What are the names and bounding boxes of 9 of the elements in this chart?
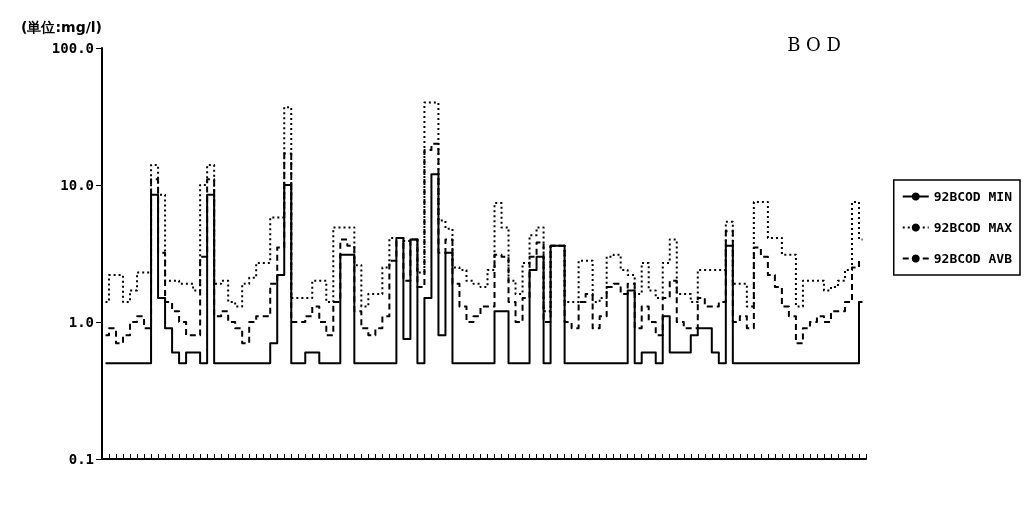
y-axis-title: (単位:mg/l) (21, 19, 102, 35)
legend-label: 92BCOD AVB (933, 251, 1013, 266)
chart-title: B O D (787, 33, 841, 55)
y-tick-label: 1.0 (68, 314, 94, 330)
legend-label: 92BCOD MIN (933, 189, 1013, 204)
y-tick-label: 0.1 (68, 451, 94, 467)
legend-label: 92BCOD MAX (933, 220, 1013, 235)
y-tick-label: 100.0 (51, 40, 94, 56)
y-tick-label: 10.0 (60, 177, 94, 193)
